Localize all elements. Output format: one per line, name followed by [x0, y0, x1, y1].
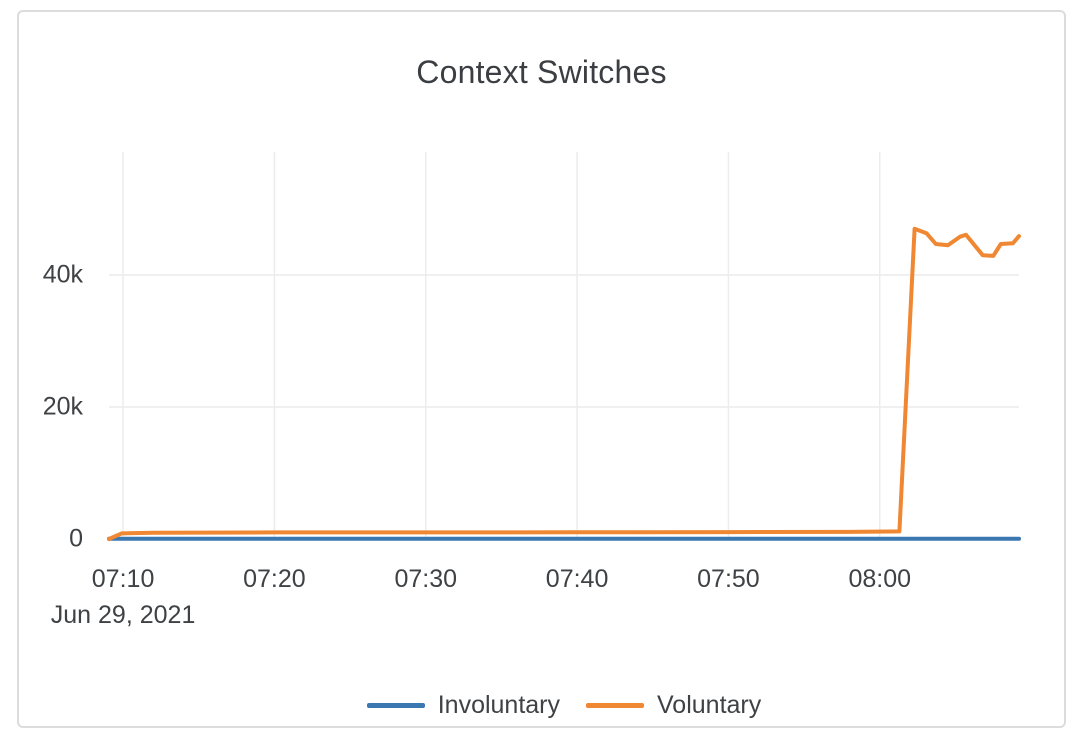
y-tick-label: 40k [42, 260, 83, 289]
legend-line-swatch [366, 702, 425, 708]
x-tick-label: 07:20 [243, 565, 306, 593]
legend-item-involuntary[interactable]: Involuntary [366, 690, 561, 719]
chart-card: Context Switches 0 20k 40k 07:10 07:20 07:30… [17, 10, 1066, 728]
legend-line-swatch [586, 702, 645, 708]
y-tick-label: 20k [42, 392, 83, 421]
y-tick-label: 0 [69, 524, 83, 553]
x-tick-label: 07:50 [697, 565, 760, 593]
x-tick-label: 08:00 [848, 565, 912, 593]
legend-item-label: Voluntary [657, 690, 762, 719]
x-axis-date-label: Jun 29, 2021 [50, 601, 196, 629]
legend-item-label: Involuntary [437, 690, 561, 719]
x-tick-label: 07:30 [394, 565, 458, 593]
x-tick-label: 07:40 [545, 565, 609, 593]
chart-legend: Involuntary Voluntary [109, 690, 1019, 720]
series-line-voluntary [107, 226, 1021, 541]
plot-area [107, 152, 1021, 541]
x-tick-label: 07:10 [91, 565, 155, 593]
legend-item-voluntary[interactable]: Voluntary [586, 690, 762, 719]
chart-title: Context Switches [416, 54, 667, 90]
